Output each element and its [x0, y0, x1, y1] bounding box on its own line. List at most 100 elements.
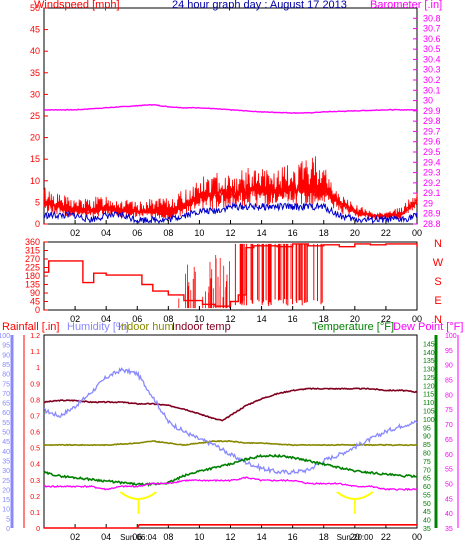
rain-temp-x-tick-label: 20 — [350, 532, 360, 542]
wind-x-tick-label: 20 — [350, 228, 360, 238]
barometer-y-tick-label: 30.8 — [423, 13, 441, 23]
windspeed-y-tick-label: 25 — [30, 111, 40, 121]
direction-y-tick-label: 315 — [25, 246, 40, 256]
rainfall-y-tick-label: 0.7 — [30, 413, 40, 420]
rain-temp-x-tick-label: 14 — [257, 532, 267, 542]
temperature-y-tick-label: 85 — [423, 442, 431, 449]
temperature-y-tick-label: 35 — [423, 526, 431, 533]
temperature-y-tick-label: 55 — [423, 492, 431, 499]
temperature-y-tick-label: 95 — [423, 425, 431, 432]
rainfall-line — [44, 524, 417, 529]
dewpoint-y-tick-label: 95 — [445, 348, 453, 355]
temperature-y-tick-label: 50 — [423, 501, 431, 508]
temperature-y-tick-label: 115 — [423, 392, 434, 399]
graph-title: 24 hour graph day : August 17 2013 — [172, 0, 347, 11]
dewpoint-y-tick-label: 35 — [445, 526, 453, 533]
windspeed-line — [43, 181, 418, 219]
direction-y-tick-label: 90 — [30, 288, 40, 298]
rainfall-y-tick-label: 0.3 — [30, 478, 40, 485]
temperature-y-tick-label: 80 — [423, 450, 431, 457]
wind-x-tick-label: 16 — [288, 228, 298, 238]
humidity-y-tick-label: 20 — [2, 487, 10, 494]
temperature-y-tick-label: 125 — [423, 375, 435, 382]
windspeed-header: Windspeed [mph] — [34, 0, 120, 11]
rain-temp-plot-frame — [43, 334, 418, 529]
barometer-y-tick-label: 30.6 — [423, 34, 441, 44]
barometer-y-tick-label: 30.3 — [423, 65, 441, 75]
windspeed-y-tick-label: 20 — [30, 133, 40, 143]
rainfall-y-tick-label: 0 — [36, 526, 40, 533]
barometer-y-tick-label: 29.5 — [423, 147, 441, 157]
indoor-hum-line — [43, 439, 418, 447]
legend-1: Humidity [%] — [67, 321, 129, 333]
temperature-y-tick-label: 105 — [423, 409, 435, 416]
temperature-y-tick-label: 65 — [423, 476, 431, 483]
rain-temp-x-tick-label: 02 — [70, 532, 80, 542]
legend-5: Dew Point [°F] — [393, 321, 463, 333]
windspeed-y-tick-label: 5 — [35, 197, 40, 207]
barometer-y-tick-label: 28.9 — [423, 209, 441, 219]
dewpoint-y-tick-label: 100 — [445, 333, 457, 340]
wind-x-tick-label: 12 — [225, 228, 235, 238]
windspeed-y-tick-label: 50 — [30, 3, 40, 13]
humidity-y-tick-label: 40 — [2, 449, 10, 456]
barometer-y-tick-label: 29.8 — [423, 116, 441, 126]
windspeed-y-tick-label: 45 — [30, 25, 40, 35]
temperature-y-tick-label: 130 — [423, 367, 435, 374]
dewpoint-y-tick-label: 70 — [445, 422, 453, 429]
barometer-y-tick-label: 30.7 — [423, 24, 441, 34]
rainfall-y-tick-label: 0.2 — [30, 494, 40, 501]
rain-temp-x-tick-label: 06 — [132, 532, 142, 542]
humidity-y-tick-label: 90 — [2, 352, 10, 359]
temperature-y-tick-label: 120 — [423, 383, 435, 390]
wind-direction-variability — [178, 255, 230, 309]
windspeed-y-tick-label: 15 — [30, 154, 40, 164]
rainfall-y-tick-label: 0.5 — [30, 446, 40, 453]
humidity-y-tick-label: 100 — [0, 333, 10, 340]
barometer-y-tick-label: 29.2 — [423, 178, 441, 188]
legend-0: Rainfall [.in] — [2, 321, 59, 333]
wind-x-tick-label: 06 — [132, 228, 142, 238]
direction-y-tick-label: 360 — [25, 237, 40, 247]
compass-label: N — [434, 314, 442, 326]
windspeed-y-tick-label: 35 — [30, 68, 40, 78]
temperature-y-tick-label: 145 — [423, 341, 435, 348]
barometer-y-tick-label: 29.7 — [423, 126, 441, 136]
direction-x-tick-label: 12 — [225, 314, 235, 324]
wind-x-tick-label: 00 — [412, 228, 422, 238]
dewpoint-line — [43, 476, 417, 492]
dewpoint-y-tick-label: 80 — [445, 392, 453, 399]
humidity-y-tick-label: 15 — [2, 497, 10, 504]
humidity-y-tick-label: 85 — [2, 362, 10, 369]
wind-x-tick-label: 10 — [194, 228, 204, 238]
wind-x-tick-label: 22 — [381, 228, 391, 238]
humidity-y-tick-label: 25 — [2, 478, 10, 485]
direction-x-tick-label: 00 — [412, 314, 422, 324]
humidity-y-tick-label: 35 — [2, 458, 10, 465]
barometer-y-tick-label: 29.1 — [423, 188, 441, 198]
dewpoint-y-tick-label: 60 — [445, 452, 453, 459]
rainfall-y-tick-label: 0.1 — [30, 510, 40, 517]
dewpoint-y-tick-label: 50 — [445, 481, 453, 488]
direction-y-tick-label: 180 — [25, 271, 40, 281]
barometer-y-tick-label: 28.8 — [423, 219, 441, 229]
humidity-y-tick-label: 95 — [2, 343, 10, 350]
barometer-line — [44, 103, 418, 114]
legend-3: Indoor temp — [172, 321, 231, 333]
wind-average-line — [43, 201, 418, 225]
wind-x-tick-label: 14 — [257, 228, 267, 238]
temperature-y-tick-label: 100 — [423, 417, 435, 424]
windspeed-y-tick-label: 10 — [30, 176, 40, 186]
compass-label: E — [434, 295, 441, 307]
humidity-y-tick-label: 0 — [6, 526, 10, 533]
rainfall-y-tick-label: 1.2 — [30, 333, 40, 340]
temperature-y-tick-label: 90 — [423, 434, 431, 441]
barometer-y-tick-label: 30.1 — [423, 85, 441, 95]
sun-label: Sun 20:00 — [337, 533, 374, 542]
wind-x-tick-label: 08 — [163, 228, 173, 238]
humidity-y-tick-label: 50 — [2, 430, 10, 437]
rain-temp-x-tick-label: 00 — [412, 532, 422, 542]
rain-temp-x-tick-label: 16 — [288, 532, 298, 542]
rainfall-y-tick-label: 0.4 — [30, 462, 40, 469]
temperature-y-tick-label: 60 — [423, 484, 431, 491]
